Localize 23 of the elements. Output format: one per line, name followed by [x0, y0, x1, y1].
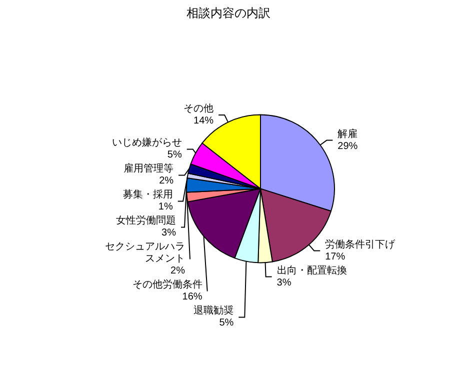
slice-label: 退職勧奨: [194, 304, 234, 317]
slice-label: 雇用管理等: [124, 162, 174, 175]
data-label: 29%: [338, 140, 358, 152]
data-label: 3%: [162, 228, 176, 239]
slice-label: 労働条件引下げ: [325, 238, 396, 250]
data-label: 5%: [219, 318, 234, 329]
chart-title: 相談内容の内訳: [186, 6, 270, 20]
data-label: 16%: [182, 292, 202, 303]
slice-label: いじめ嫌がらせ: [112, 136, 182, 149]
slice-label: 解雇: [338, 128, 358, 140]
data-label: 14%: [194, 115, 214, 126]
data-label: 1%: [158, 202, 173, 213]
data-label: 3%: [276, 277, 292, 288]
data-label: 5%: [167, 150, 182, 161]
slice-label: セクシュアルハラスメント: [104, 242, 185, 265]
slice-label: 女性労働問題: [116, 214, 176, 227]
slice-label: その他労働条件: [132, 278, 202, 291]
slice-label: 出向・配置転換: [276, 264, 347, 276]
data-label: 17%: [325, 251, 346, 262]
slice-label: 募集・採用: [122, 188, 173, 201]
data-label: 2%: [170, 266, 186, 277]
slice-label: その他: [184, 102, 214, 114]
data-label: 2%: [159, 176, 174, 187]
